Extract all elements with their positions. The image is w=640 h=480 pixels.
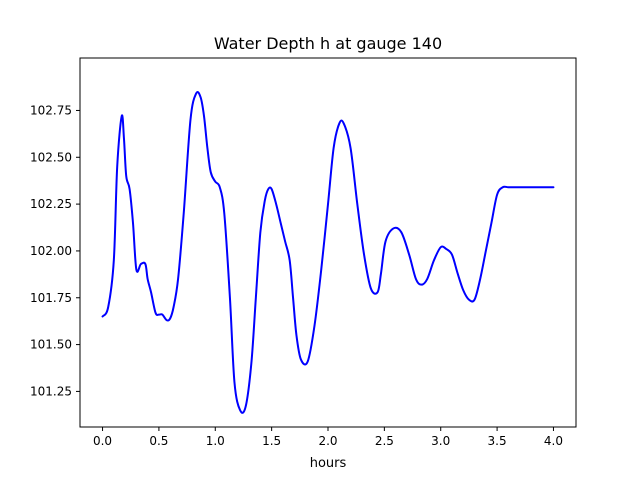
y-axis: 101.25 101.50 101.75 102.00 102.25 102.50 102.… <box>30 103 80 398</box>
x-tick-label: 2.0 <box>318 434 337 448</box>
plot-area <box>101 91 555 414</box>
chart-title: Water Depth h at gauge 140 <box>214 34 442 53</box>
y-tick-label: 101.25 <box>30 384 72 398</box>
x-tick-label: 3.0 <box>431 434 450 448</box>
y-tick-label: 102.00 <box>30 244 72 258</box>
x-tick-label: 3.5 <box>488 434 507 448</box>
y-tick-label: 102.75 <box>30 103 72 117</box>
y-tick-label: 102.25 <box>30 197 72 211</box>
y-tick-label: 101.50 <box>30 338 72 352</box>
y-tick-label: 101.75 <box>30 291 72 305</box>
y-tick-label: 102.50 <box>30 150 72 164</box>
x-tick-label: 1.5 <box>262 434 281 448</box>
x-tick-label: 0.5 <box>149 434 168 448</box>
series-line <box>101 91 555 414</box>
x-tick-label: 2.5 <box>375 434 394 448</box>
x-tick-label: 0.0 <box>93 434 112 448</box>
x-tick-label: 1.0 <box>206 434 225 448</box>
x-axis-label: hours <box>310 456 347 471</box>
x-axis: 0.0 0.5 1.0 1.5 2.0 2.5 3.0 3.5 4.0 <box>93 427 563 448</box>
x-tick-label: 4.0 <box>544 434 563 448</box>
